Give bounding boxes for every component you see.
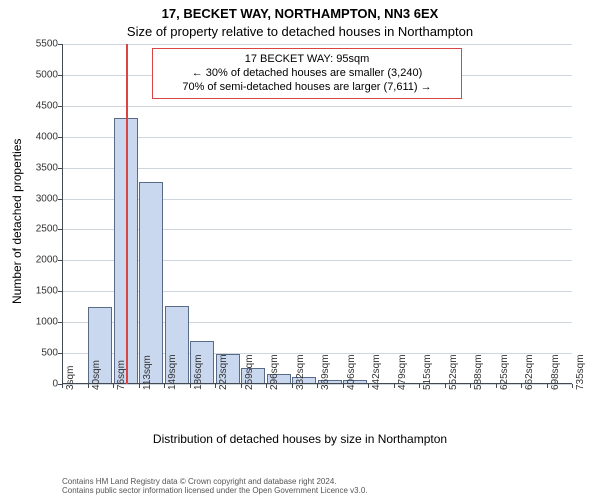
x-tick-mark [139, 384, 140, 388]
y-tick-mark [58, 229, 62, 230]
chart-title-subtitle: Size of property relative to detached ho… [0, 24, 600, 39]
y-tick-label: 500 [41, 348, 58, 359]
x-axis-label: Distribution of detached houses by size … [0, 432, 600, 446]
y-tick-label: 2000 [36, 255, 58, 266]
gridline [62, 106, 572, 107]
y-tick-label: 1500 [36, 286, 58, 297]
y-tick-label: 4500 [36, 100, 58, 111]
x-tick-label: 735sqm [575, 354, 586, 390]
y-tick-label: 3000 [36, 193, 58, 204]
gridline [62, 168, 572, 169]
x-tick-label: 662sqm [524, 354, 535, 390]
y-tick-mark [58, 137, 62, 138]
x-tick-mark [266, 384, 267, 388]
x-tick-mark [317, 384, 318, 388]
x-tick-label: 698sqm [550, 354, 561, 390]
x-tick-label: 625sqm [499, 354, 510, 390]
histogram-bar [139, 182, 163, 384]
x-tick-mark [215, 384, 216, 388]
x-tick-mark [445, 384, 446, 388]
x-tick-mark [394, 384, 395, 388]
x-tick-label: 442sqm [371, 354, 382, 390]
x-tick-label: 3sqm [65, 366, 76, 390]
gridline [62, 137, 572, 138]
y-tick-mark [58, 322, 62, 323]
y-tick-label: 4000 [36, 131, 58, 142]
x-tick-mark [190, 384, 191, 388]
x-tick-label: 515sqm [422, 354, 433, 390]
x-tick-label: 296sqm [269, 354, 280, 390]
x-tick-label: 588sqm [473, 354, 484, 390]
y-tick-mark [58, 199, 62, 200]
annotation-line2: ← 30% of detached houses are smaller (3,… [161, 67, 453, 81]
x-tick-label: 76sqm [116, 360, 127, 390]
y-axis-line [62, 44, 63, 384]
y-tick-mark [58, 260, 62, 261]
x-tick-label: 406sqm [346, 354, 357, 390]
y-tick-mark [58, 106, 62, 107]
y-axis-label: Number of detached properties [10, 139, 24, 304]
x-tick-label: 113sqm [142, 355, 153, 390]
x-tick-label: 149sqm [167, 354, 178, 390]
y-tick-label: 5500 [36, 39, 58, 50]
x-tick-mark [368, 384, 369, 388]
chart-container: 17, BECKET WAY, NORTHAMPTON, NN3 6EX Siz… [0, 0, 600, 500]
y-tick-mark [58, 353, 62, 354]
x-tick-mark [88, 384, 89, 388]
x-tick-label: 259sqm [244, 354, 255, 390]
property-marker-line [126, 44, 128, 384]
x-tick-mark [62, 384, 63, 388]
x-tick-mark [164, 384, 165, 388]
x-tick-mark [241, 384, 242, 388]
y-tick-mark [58, 44, 62, 45]
chart-title-address: 17, BECKET WAY, NORTHAMPTON, NN3 6EX [0, 6, 600, 21]
y-tick-mark [58, 75, 62, 76]
x-tick-mark [419, 384, 420, 388]
x-tick-mark [113, 384, 114, 388]
x-tick-label: 369sqm [320, 354, 331, 390]
y-tick-mark [58, 168, 62, 169]
footer-line2: Contains public sector information licen… [62, 487, 368, 496]
x-tick-label: 223sqm [218, 354, 229, 390]
x-tick-label: 186sqm [193, 354, 204, 390]
annotation-line1: 17 BECKET WAY: 95sqm [161, 53, 453, 67]
x-tick-mark [343, 384, 344, 388]
y-tick-label: 1000 [36, 317, 58, 328]
y-tick-label: 2500 [36, 224, 58, 235]
x-tick-label: 332sqm [295, 354, 306, 390]
x-tick-mark [470, 384, 471, 388]
x-tick-mark [521, 384, 522, 388]
y-tick-label: 5000 [36, 69, 58, 80]
plot-area: 17 BECKET WAY: 95sqm← 30% of detached ho… [62, 44, 572, 384]
x-tick-mark [292, 384, 293, 388]
x-tick-label: 40sqm [91, 360, 102, 390]
footer-attribution: Contains HM Land Registry data © Crown c… [62, 478, 368, 496]
x-tick-mark [496, 384, 497, 388]
annotation-box: 17 BECKET WAY: 95sqm← 30% of detached ho… [152, 48, 462, 99]
annotation-line3: 70% of semi-detached houses are larger (… [161, 81, 453, 95]
y-tick-label: 3500 [36, 162, 58, 173]
x-tick-label: 552sqm [448, 354, 459, 390]
gridline [62, 44, 572, 45]
y-tick-mark [58, 291, 62, 292]
x-tick-label: 479sqm [397, 354, 408, 390]
x-tick-mark [572, 384, 573, 388]
x-tick-mark [547, 384, 548, 388]
